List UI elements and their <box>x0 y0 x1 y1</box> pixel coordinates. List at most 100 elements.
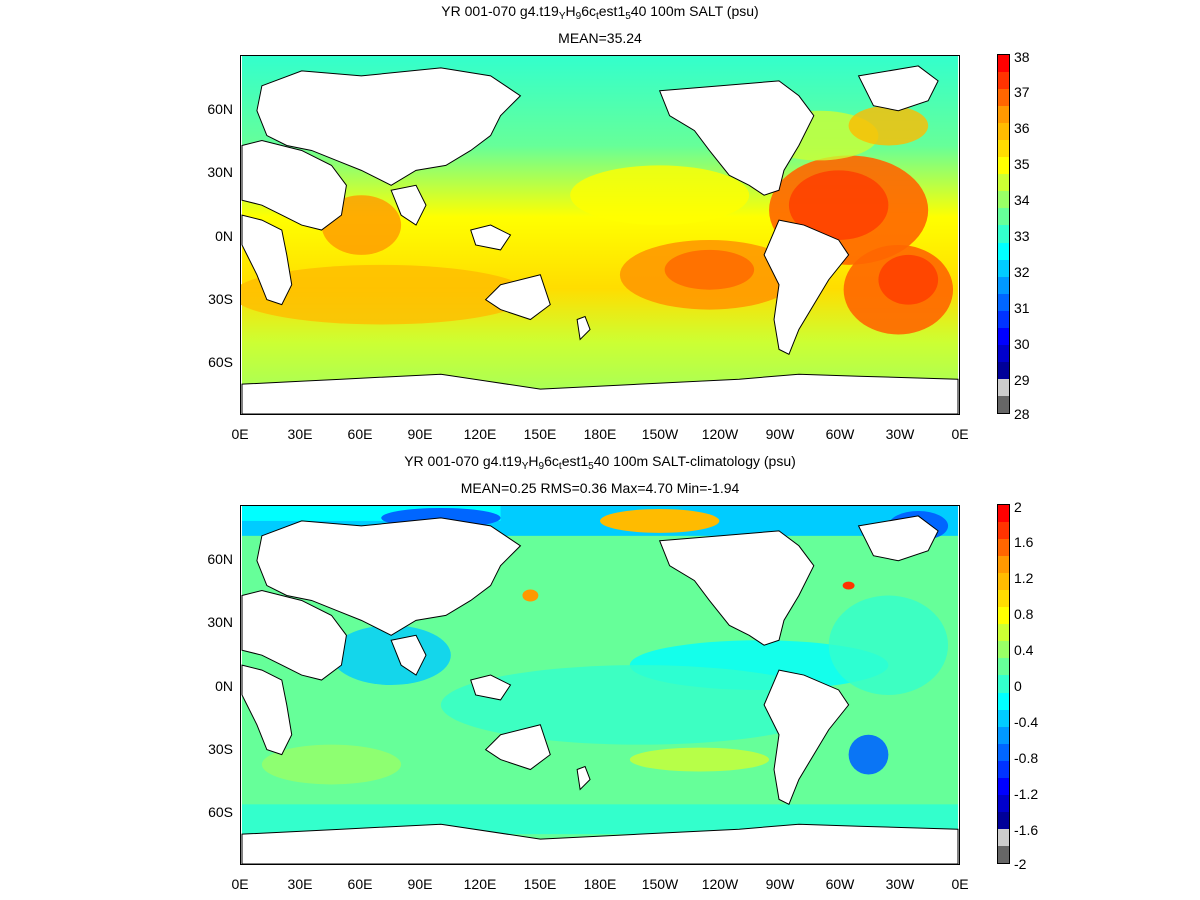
lat-tick-30s: 30S <box>208 291 233 307</box>
lon-tick-0e: 0E <box>231 426 249 442</box>
colorbar-segment <box>998 777 1009 795</box>
colorbar-segment <box>998 259 1009 277</box>
colorbar-segment <box>998 692 1009 710</box>
colorbar-label: 37 <box>1014 84 1030 100</box>
lon-tick-60e: 60E <box>347 876 373 892</box>
colorbar-segment <box>998 123 1009 141</box>
colorbar-label: 34 <box>1014 192 1030 208</box>
title-text: est1 <box>561 453 589 469</box>
colorbar-segment <box>998 106 1009 124</box>
lon-tick-30e: 30E <box>287 876 313 892</box>
lon-tick-120e: 120E <box>463 876 497 892</box>
colorbar-segment <box>998 361 1009 379</box>
panel1-stats: MEAN=35.24 <box>558 30 642 46</box>
colorbar-segment <box>998 140 1009 158</box>
colorbar-segment <box>998 539 1009 557</box>
title-text: YR 001-070 g4.t19 <box>404 453 522 469</box>
panel1-salinity-map <box>240 55 960 415</box>
lon-tick-0e-end: 0E <box>951 876 969 892</box>
title-text: 6c <box>581 3 596 19</box>
colorbar-segment <box>998 760 1009 778</box>
panel2-title: YR 001-070 g4.t19YH96ctest1540 100m SALT… <box>0 453 1200 472</box>
colorbar-label: 35 <box>1014 156 1030 172</box>
colorbar-label: -1.6 <box>1014 822 1039 838</box>
colorbar-segment <box>998 344 1009 362</box>
title-subscript: Y <box>521 461 529 472</box>
colorbar-segment <box>998 658 1009 676</box>
lon-tick-180e: 180E <box>583 426 617 442</box>
title-text: 6c <box>544 453 559 469</box>
colorbar-segment <box>998 590 1009 608</box>
colorbar-segment <box>998 208 1009 226</box>
title-text: 40 100m SALT-climatology (psu) <box>593 453 796 469</box>
lon-tick-60w: 60W <box>825 876 855 892</box>
lon-tick-150e: 150E <box>523 876 557 892</box>
title-subscript: Y <box>558 11 566 22</box>
lat-tick-60n: 60N <box>207 551 233 567</box>
colorbar-segment <box>998 191 1009 209</box>
lat-tick-60n: 60N <box>207 101 233 117</box>
colorbar-segment <box>998 828 1009 846</box>
title-text: YR 001-070 g4.t19 <box>441 3 559 19</box>
colorbar-segment <box>998 157 1009 175</box>
lat-tick-60s: 60S <box>208 804 233 820</box>
title-text: H <box>565 3 576 19</box>
lon-tick-90w: 90W <box>765 876 795 892</box>
lon-tick-30w: 30W <box>885 426 915 442</box>
colorbar-segment <box>998 522 1009 540</box>
colorbar-segment <box>998 225 1009 243</box>
colorbar-label: 0.4 <box>1014 642 1034 658</box>
lon-tick-0e: 0E <box>231 876 249 892</box>
lon-tick-30w: 30W <box>885 876 915 892</box>
title-subscript: 5 <box>625 11 631 22</box>
colorbar-segment <box>998 505 1009 523</box>
panel1-title: YR 001-070 g4.t19YH96ctest1540 100m SALT… <box>0 3 1200 22</box>
colorbar-segment <box>998 641 1009 659</box>
title-subscript: 9 <box>575 11 582 22</box>
lon-tick-120e: 120E <box>463 426 497 442</box>
colorbar-segment <box>998 845 1009 863</box>
colorbar-segment <box>998 794 1009 812</box>
colorbar-label: -1.2 <box>1014 786 1039 802</box>
lon-tick-120w: 120W <box>701 426 739 442</box>
colorbar-segment <box>998 675 1009 693</box>
colorbar-segment <box>998 174 1009 192</box>
colorbar-label: 30 <box>1014 336 1030 352</box>
panel2-anomaly-map <box>240 505 960 865</box>
colorbar-segment <box>998 395 1009 413</box>
colorbar-segment <box>998 624 1009 642</box>
colorbar-segment <box>998 276 1009 294</box>
colorbar-segment <box>998 709 1009 727</box>
lon-tick-150w: 150W <box>641 876 679 892</box>
lat-tick-0n: 0N <box>215 678 233 694</box>
lon-tick-90e: 90E <box>407 876 433 892</box>
colorbar-segment <box>998 726 1009 744</box>
title-subscript: 5 <box>588 461 594 472</box>
colorbar-segment <box>998 556 1009 574</box>
colorbar-label: 0 <box>1014 678 1022 694</box>
title-subscript: 9 <box>538 461 545 472</box>
colorbar-segment <box>998 743 1009 761</box>
colorbar-segment <box>998 573 1009 591</box>
colorbar-segment <box>998 242 1009 260</box>
lon-tick-30e: 30E <box>287 426 313 442</box>
colorbar-segment <box>998 811 1009 829</box>
lon-tick-180e: 180E <box>583 876 617 892</box>
colorbar-label: -2 <box>1014 856 1027 872</box>
colorbar-label: 38 <box>1014 49 1030 65</box>
colorbar-label: 1.6 <box>1014 534 1034 550</box>
colorbar-segment <box>998 293 1009 311</box>
lon-tick-60e: 60E <box>347 426 373 442</box>
colorbar-label: 0.8 <box>1014 606 1034 622</box>
panel2-colorbar <box>997 504 1010 864</box>
title-subscript: t <box>595 11 599 22</box>
colorbar-segment <box>998 310 1009 328</box>
colorbar-label: 31 <box>1014 300 1030 316</box>
colorbar-segment <box>998 55 1009 73</box>
title-subscript: t <box>558 461 562 472</box>
title-text: 40 100m SALT (psu) <box>630 3 759 19</box>
panel1-colorbar <box>997 54 1010 414</box>
title-text: H <box>528 453 539 469</box>
lat-tick-60s: 60S <box>208 354 233 370</box>
colorbar-segment <box>998 607 1009 625</box>
